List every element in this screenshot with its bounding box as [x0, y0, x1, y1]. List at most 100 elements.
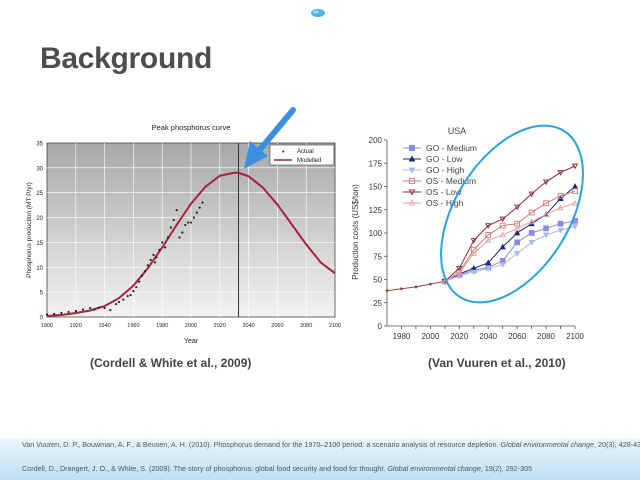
- slide-title: Background: [40, 42, 213, 75]
- data-point-go-high: [571, 224, 579, 230]
- right-chart-title: USA: [448, 126, 467, 136]
- data-point-os-medium: [543, 200, 549, 207]
- left-x-tick-label: 1960: [127, 323, 139, 329]
- left-y-tick-label: 35: [36, 142, 43, 148]
- right-y-tick-label: 175: [369, 159, 383, 168]
- data-point-actual: [166, 236, 170, 239]
- data-point-go-high: [485, 265, 492, 272]
- data-point-go-high: [557, 227, 564, 234]
- series-go-high: [441, 224, 579, 285]
- legend-label-os-high: OS - High: [426, 198, 464, 208]
- data-point-actual: [192, 216, 195, 219]
- data-point-actual: [178, 236, 181, 239]
- data-point-go-medium: [528, 230, 535, 236]
- logo-droplet-icon: [308, 6, 328, 18]
- data-point-actual: [172, 218, 175, 222]
- data-point-go-low: [499, 243, 506, 250]
- data-point-go-high: [513, 251, 521, 257]
- data-point-history: [428, 282, 432, 286]
- legend-label-go-high: GO - High: [426, 165, 465, 175]
- footer-band: [0, 438, 640, 480]
- left-x-axis-label: Year: [184, 338, 199, 345]
- series-line-os-medium: [444, 190, 576, 282]
- left-axis-ticks: 0 5 10 15 20 25 30 35 1900 1920 1940 1960 1980 2000 20…: [36, 142, 341, 330]
- right-x-tick-label: 2040: [479, 332, 497, 341]
- data-point-actual: [129, 294, 132, 297]
- right-x-tick-label: 2060: [508, 332, 526, 341]
- left-x-tick-label: 2060: [271, 323, 283, 329]
- data-point-actual: [158, 248, 161, 251]
- data-point-go-high: [470, 269, 477, 276]
- right-y-tick-label: 0: [378, 322, 383, 331]
- data-point-os-low: [571, 163, 579, 170]
- left-legend: • Actual Modelled: [269, 144, 335, 166]
- data-point-go-low: [470, 265, 477, 271]
- right-axis-ticks: 0 25 50 75 100 125 150 175 200 1980 2000 2020 2040 20…: [369, 136, 585, 341]
- series-go-medium: [441, 218, 578, 285]
- data-point-actual: [126, 295, 129, 298]
- data-point-os-high: [571, 199, 579, 206]
- data-point-go-low: [571, 183, 579, 189]
- data-point-os-medium: [499, 222, 506, 229]
- right-chart-caption: (Van Vuuren et al., 2010): [428, 356, 566, 370]
- left-gridlines: [47, 143, 335, 317]
- data-point-actual: [67, 310, 70, 314]
- data-point-go-high: [499, 262, 506, 268]
- left-x-tick-label: 2100: [329, 323, 341, 329]
- left-chart-caption: (Cordell & White et al., 2009): [90, 356, 252, 370]
- data-point-os-medium: [470, 246, 477, 253]
- data-point-os-low: [456, 265, 463, 272]
- right-y-tick-label: 150: [369, 183, 383, 192]
- series-points-actual: [45, 201, 204, 316]
- right-y-tick-label: 75: [373, 252, 382, 261]
- data-point-os-low: [528, 191, 535, 198]
- left-x-tick-label: 1900: [41, 323, 53, 329]
- data-point-os-medium: [557, 192, 564, 199]
- right-y-tick-label: 100: [369, 229, 383, 238]
- data-point-actual: [93, 308, 96, 311]
- right-y-axis-label: Production costs (US$/ton): [351, 184, 360, 280]
- left-x-tick-label: 1940: [98, 323, 110, 329]
- data-point-actual: [155, 256, 158, 259]
- data-point-actual: [169, 226, 172, 229]
- legend-marker-go-high: [408, 167, 416, 174]
- left-y-tick-label: 15: [36, 241, 43, 247]
- data-point-actual: [117, 300, 121, 304]
- left-y-tick-label: 5: [40, 291, 44, 297]
- data-point-actual: [198, 206, 201, 209]
- data-point-history: [414, 285, 418, 289]
- data-point-go-low: [485, 259, 492, 266]
- legend-label-os-low: OS - Low: [426, 187, 462, 197]
- series-line-os-high: [444, 202, 576, 282]
- legend-marker-os-medium: [408, 177, 416, 185]
- data-point-os-low: [470, 238, 477, 244]
- series-line-go-medium: [444, 220, 576, 282]
- left-x-tick-label: 1920: [70, 323, 82, 329]
- left-y-tick-label: 25: [36, 191, 43, 197]
- data-point-history: [400, 287, 403, 291]
- data-point-actual: [135, 286, 138, 289]
- legend-label-go-low: GO - Low: [426, 154, 463, 164]
- data-point-os-medium: [528, 209, 535, 216]
- data-point-actual: [81, 308, 85, 311]
- references-footer: Van Vuuren, D. P., Bouwman, A. F., & Beu…: [0, 438, 640, 480]
- data-point-actual: [103, 306, 106, 310]
- data-point-go-medium: [514, 239, 521, 246]
- series-line-os-low: [444, 165, 576, 282]
- data-point-actual: [175, 209, 178, 212]
- data-point-actual: [161, 241, 164, 244]
- data-point-actual: [187, 221, 190, 224]
- right-y-tick-label: 50: [373, 276, 382, 285]
- data-point-os-low: [485, 223, 492, 229]
- right-x-tick-label: 2100: [566, 332, 584, 341]
- data-point-actual: [163, 246, 167, 249]
- data-point-actual: [74, 309, 77, 313]
- data-point-actual: [97, 306, 100, 309]
- right-x-tick-label: 1980: [393, 332, 411, 341]
- data-point-actual: [89, 306, 92, 310]
- reference-2: Cordell, D., Drangert, J. O., & White, S…: [22, 464, 533, 473]
- data-point-os-low: [499, 216, 506, 223]
- left-x-tick-label: 2000: [185, 323, 197, 329]
